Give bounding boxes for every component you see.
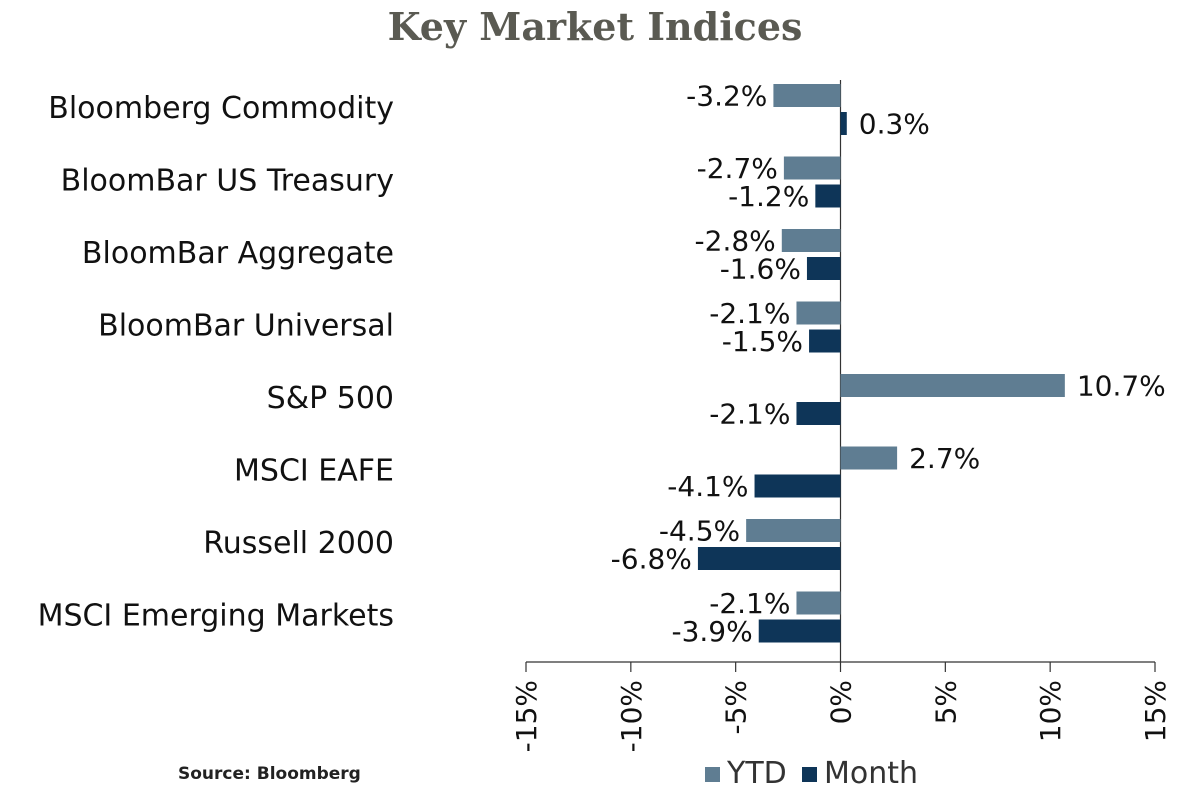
- data-label: -6.8%: [611, 543, 692, 576]
- data-label: 0.3%: [859, 108, 930, 141]
- category-label: Russell 2000: [203, 526, 394, 561]
- bar-ytd: [773, 84, 841, 107]
- data-label: -2.7%: [697, 152, 778, 185]
- data-label: -1.6%: [720, 253, 801, 286]
- legend-swatch: [705, 767, 720, 782]
- data-label: -2.1%: [709, 398, 790, 431]
- category-label: MSCI Emerging Markets: [38, 599, 394, 634]
- bar-ytd: [840, 446, 898, 470]
- bar-ytd: [746, 519, 841, 542]
- data-label: 10.7%: [1077, 370, 1166, 403]
- bar-month: [796, 402, 841, 425]
- x-tick-label: 0%: [825, 680, 858, 724]
- legend-label: YTD: [726, 756, 787, 791]
- data-label: -1.2%: [728, 180, 809, 213]
- bar-month: [840, 112, 847, 135]
- legend-label: Month: [824, 756, 918, 791]
- bar-ytd: [796, 591, 841, 615]
- bar-month: [809, 329, 841, 353]
- category-label: S&P 500: [267, 381, 394, 416]
- data-label: -2.8%: [695, 225, 776, 258]
- category-label: MSCI EAFE: [234, 454, 394, 489]
- data-label: -3.2%: [686, 80, 767, 113]
- data-label: 2.7%: [909, 442, 980, 475]
- data-label: -2.1%: [709, 587, 790, 620]
- bar-ytd: [796, 301, 841, 325]
- x-tick-label: 5%: [929, 680, 962, 724]
- category-label: BloomBar Aggregate: [82, 236, 394, 271]
- bar-ytd: [840, 374, 1065, 397]
- source-note: Source: Bloomberg: [178, 764, 361, 784]
- x-tick-label: 10%: [1034, 680, 1067, 742]
- bar-ytd: [781, 229, 841, 252]
- data-label: -3.9%: [671, 615, 752, 648]
- category-label: Bloomberg Commodity: [48, 91, 394, 126]
- legend-swatch: [802, 767, 817, 782]
- bar-ytd: [783, 156, 841, 180]
- x-tick-label: -10%: [615, 680, 648, 752]
- bar-month: [758, 619, 841, 643]
- category-label: BloomBar Universal: [98, 309, 394, 344]
- chart-title: Key Market Indices: [387, 4, 803, 49]
- x-tick-label: -5%: [720, 680, 753, 735]
- data-label: -2.1%: [709, 297, 790, 330]
- x-tick-label: -15%: [510, 680, 543, 752]
- x-tick-label: 15%: [1139, 680, 1172, 742]
- data-label: -4.5%: [659, 515, 740, 548]
- data-label: -4.1%: [667, 470, 748, 503]
- category-label: BloomBar US Treasury: [61, 164, 394, 199]
- data-label: -1.5%: [722, 325, 803, 358]
- bar-month: [815, 184, 841, 208]
- bar-month: [697, 547, 841, 570]
- bar-month: [806, 257, 841, 280]
- bar-month: [754, 474, 841, 498]
